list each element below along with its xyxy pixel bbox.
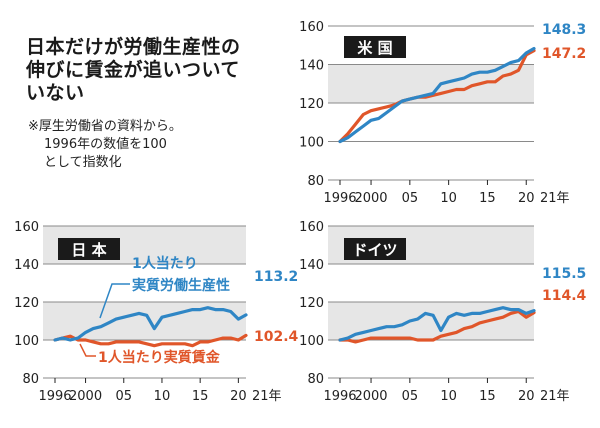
xtick-germany-15: 15 — [479, 389, 496, 404]
series-line-germany-productivity — [338, 306, 536, 342]
xtick-end-us: 21年 — [540, 191, 570, 206]
headline-line-3: いない — [26, 82, 85, 104]
ytick-us-140: 140 — [299, 59, 324, 74]
xtick-japan-05: 05 — [115, 389, 132, 404]
end-label-japan-wage: 102.4 — [254, 329, 299, 345]
end-label-germany-wage: 114.4 — [542, 288, 587, 304]
series-line-germany-wage — [338, 309, 536, 344]
headline-line-1: 日本だけが労働生産性の — [26, 36, 241, 58]
ytick-germany-100: 100 — [299, 334, 324, 349]
country-label-us: 米 国 — [344, 36, 406, 58]
series-line-japan-wage — [53, 333, 248, 348]
xtick-japan-15: 15 — [192, 389, 209, 404]
series-line-us-wage — [338, 49, 536, 144]
xtick-germany-2000: 2000 — [354, 389, 387, 404]
country-label-text-us: 米 国 — [357, 39, 392, 57]
annotation-productivity-leader — [99, 283, 130, 319]
ytick-us-120: 120 — [299, 97, 324, 112]
ytick-japan-160: 160 — [14, 220, 39, 235]
xtick-us-2000: 2000 — [354, 191, 387, 206]
ytick-japan-80: 80 — [22, 372, 39, 387]
headline-line-2: 伸びに賃金が追いついて — [26, 59, 240, 81]
country-label-text-germany: ドイツ — [352, 241, 397, 259]
source-note-line-2: 1996年の数値を100 — [44, 137, 167, 152]
xtick-germany-05: 05 — [402, 389, 419, 404]
series-line-us-productivity — [338, 46, 536, 144]
country-label-text-japan: 日 本 — [71, 241, 106, 259]
end-label-germany-productivity: 115.5 — [542, 266, 586, 282]
annotation-productivity-line-2: 実質労働生産性 — [132, 277, 230, 294]
xtick-japan-20: 20 — [230, 389, 247, 404]
ytick-japan-140: 140 — [14, 258, 39, 273]
xtick-us-05: 05 — [402, 191, 419, 206]
ytick-us-100: 100 — [299, 136, 324, 151]
xtick-us-20: 20 — [518, 191, 535, 206]
ytick-japan-120: 120 — [14, 296, 39, 311]
annotation-wage: 1人当たり実質賃金 — [98, 349, 221, 366]
country-label-germany: ドイツ — [344, 238, 406, 260]
xtick-us-1996: 1996 — [323, 191, 356, 206]
xtick-end-germany: 21年 — [540, 389, 570, 404]
ytick-us-80: 80 — [307, 174, 324, 189]
series-line-japan-productivity — [53, 306, 248, 342]
ytick-germany-160: 160 — [299, 220, 324, 235]
source-note-line-3: として指数化 — [44, 155, 122, 170]
xtick-japan-1996: 1996 — [38, 389, 71, 404]
xtick-germany-1996: 1996 — [323, 389, 356, 404]
end-label-japan-productivity: 113.2 — [254, 269, 298, 285]
xtick-germany-10: 10 — [440, 389, 457, 404]
annotation-productivity-line-1: 1人当たり — [132, 255, 198, 272]
source-note-line-1: ※厚生労働省の資料から。 — [28, 119, 182, 134]
xtick-us-10: 10 — [440, 191, 457, 206]
source-note: ※厚生労働省の資料から。 1996年の数値を100 として指数化 — [28, 118, 268, 172]
annotation-wage-leader — [79, 343, 96, 357]
xtick-us-15: 15 — [479, 191, 496, 206]
ytick-germany-80: 80 — [307, 372, 324, 387]
ytick-us-160: 160 — [299, 20, 324, 35]
ytick-germany-120: 120 — [299, 296, 324, 311]
xtick-germany-20: 20 — [518, 389, 535, 404]
xtick-japan-2000: 2000 — [69, 389, 102, 404]
xtick-end-japan: 21年 — [252, 389, 282, 404]
ytick-germany-140: 140 — [299, 258, 324, 273]
headline: 日本だけが労働生産性の 伸びに賃金が追いついて いない — [26, 36, 276, 105]
ytick-japan-100: 100 — [14, 334, 39, 349]
xtick-japan-10: 10 — [154, 389, 171, 404]
end-label-us-productivity: 148.3 — [542, 22, 586, 38]
end-label-us-wage: 147.2 — [542, 46, 586, 62]
country-label-japan: 日 本 — [58, 238, 120, 260]
